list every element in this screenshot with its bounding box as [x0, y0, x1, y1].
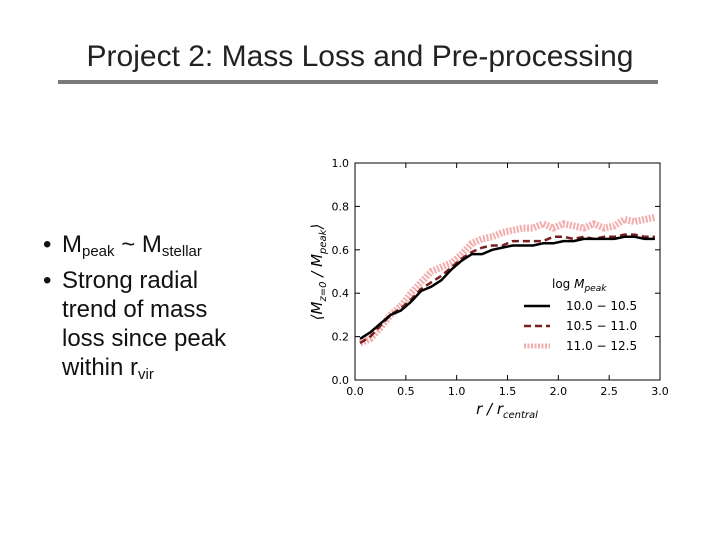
legend: log Mpeak 10.0 − 10.5 10.5 − 11.0 11.0 − 12… — [524, 277, 637, 353]
bullet-mass-relation: • Mpeak ~ Mstellar — [40, 230, 290, 266]
bullet-line: Strong radial — [62, 267, 199, 294]
y-tick-label: 0.4 — [332, 287, 350, 300]
bullet-line: loss since peak — [62, 325, 227, 352]
series-line-3 — [358, 213, 656, 347]
x-tick-label: 0.0 — [346, 385, 364, 398]
bullet-text-mpeak: Mpeak ~ Mstellar — [62, 231, 202, 260]
bullet-list: • Mpeak ~ Mstellar • Strong radial trend… — [40, 230, 290, 389]
legend-label-2: 10.5 − 11.0 — [566, 319, 637, 333]
x-tick-label: 1.0 — [448, 385, 466, 398]
bullet-line: trend of mass — [62, 296, 208, 323]
slide-title: Project 2: Mass Loss and Pre-processing — [86, 40, 634, 73]
x-tick-label: 2.5 — [600, 385, 618, 398]
legend-label-3: 11.0 − 12.5 — [566, 339, 637, 353]
series-line-2 — [359, 233, 655, 345]
bullet-marker: • — [43, 231, 52, 258]
y-tick-label: 1.0 — [332, 157, 350, 170]
title-underline — [58, 80, 658, 84]
x-tick-label: 2.0 — [550, 385, 568, 398]
bullet-radial-trend: • Strong radial trend of mass loss since… — [40, 266, 290, 389]
mass-loss-chart: 0.0 0.5 1.0 1.5 2.0 2.5 3.00.00.20.40.60.81.0 … — [308, 157, 669, 421]
legend-title: log Mpeak — [552, 277, 607, 294]
y-tick-label: 0.8 — [332, 200, 350, 213]
y-axis-label: ⟨Mz=0 / Mpeak⟩ — [308, 224, 329, 321]
bullet-line-rvir: within rvir — [62, 354, 154, 383]
y-tick-label: 0.0 — [332, 374, 350, 387]
x-tick-label: 0.5 — [397, 385, 415, 398]
y-tick-label: 0.2 — [332, 331, 350, 344]
x-tick-label: 3.0 — [651, 385, 669, 398]
x-tick-label: 1.5 — [499, 385, 517, 398]
bullet-marker: • — [43, 267, 52, 294]
legend-label-1: 10.0 − 10.5 — [566, 299, 637, 313]
series-line-1 — [359, 235, 655, 340]
x-axis-label: r / rcentral — [476, 400, 538, 421]
y-tick-label: 0.6 — [332, 244, 350, 257]
